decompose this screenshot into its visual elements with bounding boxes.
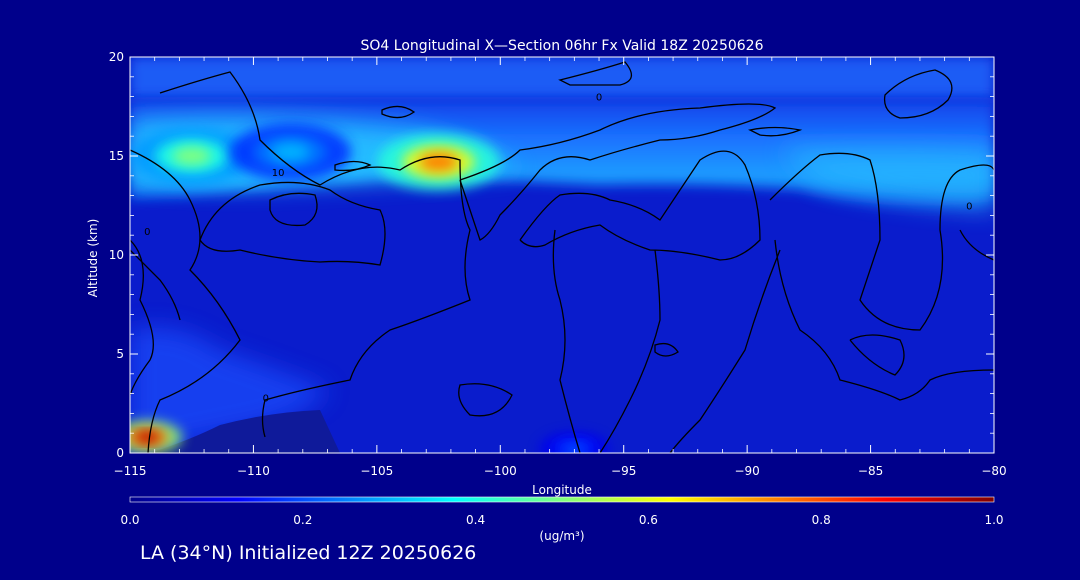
contour-line [654,342,679,357]
contour-labels: 10 0 0 0 0 [144,93,972,405]
contour-line [159,71,471,438]
y-tick-label: 5 [116,347,124,361]
x-axis-label: Longitude [532,483,592,497]
contour-lines [130,61,994,453]
boundary-haze [130,327,330,453]
contour-label: 10 [272,168,285,179]
y-tick-label: 15 [109,149,124,163]
y-axis-label: Altitude (km) [86,219,100,298]
concentration-blob-layer [419,152,459,172]
colorbar-ticks: 0.0 0.2 0.4 0.6 0.8 1.0 [120,513,1003,527]
concentration-blob-layer [172,146,212,166]
concentration-blob [539,432,610,453]
footer-caption: LA (34°N) Initialized 12Z 20250626 [140,542,477,564]
colorbar-tick-label: 0.8 [812,513,831,527]
contour-line [883,69,953,119]
contour-line [458,383,513,417]
x-tick-label: −85 [858,464,883,478]
contour-line [269,192,318,227]
contour-line [959,229,994,261]
x-tick-label: −110 [237,464,270,478]
colorbar-units-label: (ug/m³) [539,529,584,543]
terrain [150,410,340,453]
contour-line [199,181,386,266]
colorbar-tick-label: 0.2 [293,513,312,527]
colorbar: 0.0 0.2 0.4 0.6 0.8 1.0 (ug/m³) [120,496,1004,543]
colorbar-tick-label: 0.0 [120,513,139,527]
contour-line [130,239,154,396]
concentration-blob-layer [271,142,310,162]
x-tick-label: −95 [611,464,636,478]
concentration-blob [229,123,352,181]
x-tick-label: −100 [484,464,517,478]
y-tick-label: 10 [109,248,124,262]
contour-line [381,105,416,119]
x-axis: −115 −110 −105 −100 −95 −90 −85 −80 [114,57,1007,478]
y-axis: 0 5 10 15 20 [109,50,994,460]
x-tick-label: −80 [981,464,1006,478]
colorbar-tick-label: 0.4 [466,513,485,527]
contour-line [334,160,372,172]
contour-line [748,126,803,137]
contour-label: 0 [144,227,150,238]
concentration-features [130,123,610,453]
x-tick-label: −105 [360,464,393,478]
concentration-blob-layer [136,431,159,443]
y-tick-label: 20 [109,50,124,64]
contour-line [849,334,905,376]
contour-line [459,103,777,241]
y-tick-label: 0 [116,446,124,460]
colorbar-gradient [129,496,995,503]
contour-line [769,152,994,331]
contour-line [552,229,581,453]
contour-line [558,61,632,86]
plot-area: 10 0 0 0 0 [130,57,994,453]
x-tick-label: −115 [114,464,147,478]
concentration-blob [377,133,500,191]
contour-label: 0 [966,201,972,212]
contour-label: 0 [263,394,269,405]
chart-title: SO4 Longitudinal X—Section 06hr Fx Valid… [361,38,764,54]
band-right-cyan [780,147,994,210]
contour-line [130,149,241,453]
contour-label: 0 [596,93,602,104]
x-tick-label: −90 [734,464,759,478]
colorbar-tick-label: 1.0 [984,513,1003,527]
contour-line [774,239,994,401]
upper-band [130,57,994,99]
contour-line [599,249,661,453]
colorbar-tick-label: 0.6 [639,513,658,527]
contour-line [669,249,781,453]
contour-line [130,249,181,321]
concentration-blob [130,127,253,185]
contour-line [519,150,761,261]
